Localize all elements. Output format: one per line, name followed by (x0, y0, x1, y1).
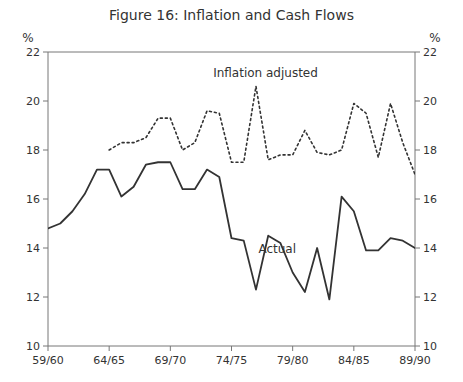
y2-tick (415, 150, 420, 151)
x-tick-label: 59/60 (32, 354, 64, 367)
y2-tick-label: 14 (423, 242, 437, 255)
x-tick-label: 79/80 (277, 354, 309, 367)
y-tick (43, 346, 48, 347)
y2-tick (415, 248, 420, 249)
y2-tick-label: 20 (423, 95, 437, 108)
y-tick-label: 20 (26, 95, 40, 108)
x-tick (415, 346, 416, 351)
x-tick (170, 346, 171, 351)
y-axis-label: % (22, 31, 33, 45)
y-tick (43, 52, 48, 53)
y2-tick-label: 12 (423, 291, 437, 304)
x-tick-label: 69/70 (154, 354, 186, 367)
series-line (48, 162, 415, 299)
y2-tick-label: 18 (423, 144, 437, 157)
x-tick-label: 84/85 (338, 354, 370, 367)
annotation: Actual (258, 242, 296, 256)
chart: Figure 16: Inflation and Cash Flows 59/60… (0, 0, 463, 382)
plot-area (48, 86, 415, 299)
annotation: Inflation adjusted (213, 66, 318, 80)
y2-tick-label: 10 (423, 340, 437, 353)
y-tick-label: 14 (26, 242, 40, 255)
y-tick (43, 297, 48, 298)
y2-tick-label: 16 (423, 193, 437, 206)
x-tick-label: 89/90 (399, 354, 431, 367)
top-frame-line (48, 52, 415, 53)
x-tick-label: 74/75 (216, 354, 248, 367)
x-tick (292, 346, 293, 351)
series-line (109, 86, 415, 174)
title: Figure 16: Inflation and Cash Flows (109, 7, 354, 23)
x-tick (48, 346, 49, 351)
y-tick-label: 18 (26, 144, 40, 157)
y-tick (43, 150, 48, 151)
annotations: Actual Inflation adjusted (213, 66, 318, 256)
y2-tick (415, 52, 420, 53)
y-tick (43, 248, 48, 249)
y-tick (43, 199, 48, 200)
x-tick (353, 346, 354, 351)
y2-axis-label: % (429, 31, 440, 45)
y-tick-label: 12 (26, 291, 40, 304)
y2-tick (415, 199, 420, 200)
y2-tick (415, 297, 420, 298)
y-tick-label: 10 (26, 340, 40, 353)
y-tick (43, 101, 48, 102)
x-tick (109, 346, 110, 351)
x-tick-label: 64/65 (93, 354, 125, 367)
y2-tick-label: 22 (423, 46, 437, 59)
axes: 59/6064/6569/7074/7579/8084/8589/9010121… (26, 46, 437, 367)
y2-tick (415, 346, 420, 347)
y2-tick (415, 101, 420, 102)
y-tick-label: 22 (26, 46, 40, 59)
y-tick-label: 16 (26, 193, 40, 206)
x-tick (231, 346, 232, 351)
